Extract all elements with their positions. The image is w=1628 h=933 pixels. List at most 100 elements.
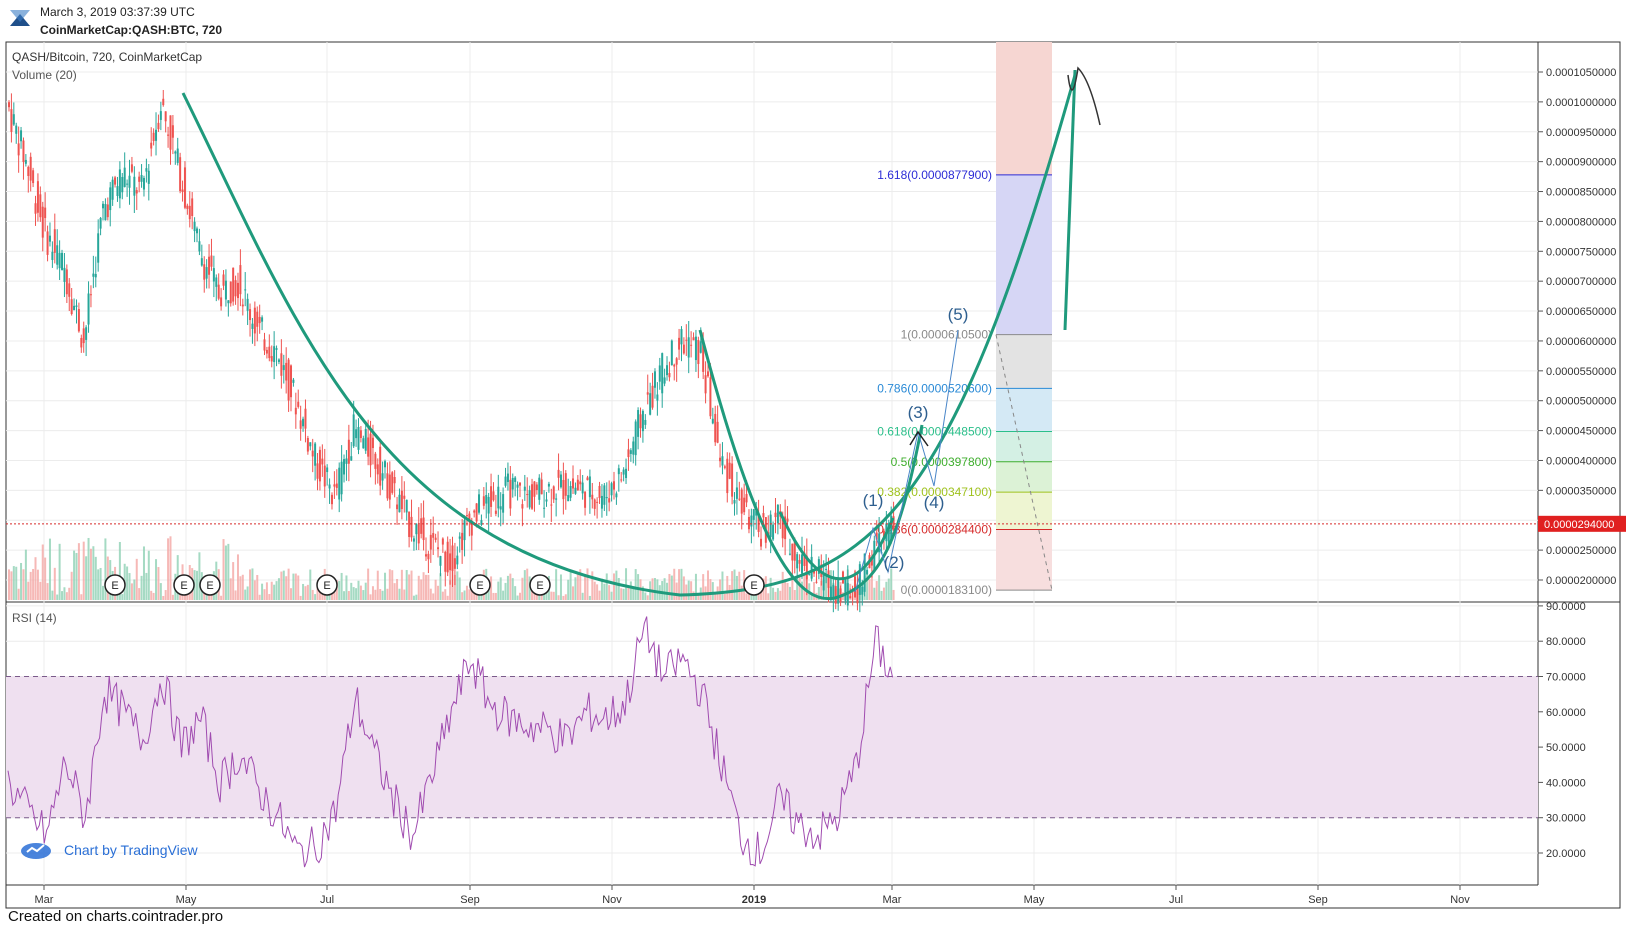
candle-body <box>335 483 338 488</box>
candle-body <box>299 420 302 429</box>
volume-bar <box>352 587 355 600</box>
volume-bar <box>646 595 649 600</box>
price-tick-label: 0.0000250000 <box>1546 545 1616 557</box>
volume-bar <box>381 590 384 600</box>
wave-label: (3) <box>908 403 929 422</box>
drawings[interactable]: (1) (2) (3) (4) (5) <box>181 66 1101 601</box>
volume-bar <box>586 568 589 600</box>
volume-bar <box>138 588 141 600</box>
volume-bar <box>116 594 119 600</box>
candle-body <box>726 458 729 494</box>
cloud-icon <box>21 843 51 859</box>
volume-bar <box>458 577 461 600</box>
candle-body <box>562 479 565 500</box>
volume-bar <box>429 588 432 600</box>
candle-body <box>762 513 765 518</box>
volume-bar <box>273 584 276 600</box>
volume-bar <box>232 562 235 600</box>
rsi-tick-label: 30.0000 <box>1546 813 1586 825</box>
volume-bar <box>126 566 129 600</box>
volume-bar <box>668 573 671 600</box>
candle-body <box>323 465 326 487</box>
candle-body <box>805 555 808 580</box>
candle-body <box>114 177 117 185</box>
candle-body <box>788 553 791 555</box>
candle-body <box>316 463 319 479</box>
candle-body <box>882 530 885 537</box>
current-price-badge <box>1538 515 1626 532</box>
candle-body <box>200 258 203 266</box>
chart-header: March 3, 2019 03:37:39 UTC CoinMarketCap… <box>0 0 1628 42</box>
candle-body <box>282 365 285 371</box>
volume-bar <box>793 590 796 600</box>
volume-bar <box>34 557 37 600</box>
volume-bar <box>526 568 529 600</box>
candle-body <box>157 122 160 130</box>
fib-level-label: 0(0.0000183100) <box>901 583 992 597</box>
candle-body <box>273 346 276 363</box>
candle-body <box>490 486 493 507</box>
volume-bar <box>350 582 353 600</box>
candle-body <box>803 552 806 566</box>
volume-bar <box>465 585 468 600</box>
fib-retracement[interactable]: 1.618(0.0000877900) 1(0.0000610500) 0.786(… <box>877 42 1053 597</box>
volume-bar <box>784 578 787 600</box>
earnings-marker-label: E <box>536 580 543 592</box>
candle-body <box>574 487 577 494</box>
volume-bar <box>509 573 512 600</box>
volume-bar <box>36 569 39 600</box>
candle-body <box>733 500 736 504</box>
volume-bar <box>20 562 23 600</box>
candle-body <box>637 410 640 437</box>
candle-body <box>145 168 148 172</box>
candle-body <box>620 479 623 481</box>
volume-bar <box>499 577 502 600</box>
volume-bar <box>277 578 280 600</box>
candle-body <box>808 573 811 575</box>
inner-curve <box>778 511 895 581</box>
candle-body <box>68 283 71 297</box>
volume-bar <box>494 592 497 600</box>
volume-bar <box>446 595 449 600</box>
candle-body <box>870 556 873 566</box>
candle-body <box>20 130 23 142</box>
candle-body <box>85 327 88 340</box>
candle-body <box>258 316 261 324</box>
candle-body <box>104 203 107 221</box>
volume-bar <box>292 573 295 600</box>
fib-level-label: 1.618(0.0000877900) <box>877 168 992 182</box>
time-tick-label: Nov <box>1450 894 1470 906</box>
volume-bar <box>663 578 666 600</box>
candle-body <box>89 294 92 296</box>
volume-bar <box>17 588 20 600</box>
candle-body <box>61 252 64 270</box>
candle-body <box>680 329 683 345</box>
volume-bar <box>275 581 278 600</box>
candle-body <box>244 289 247 291</box>
candle-body <box>653 371 656 388</box>
candle-body <box>829 586 832 599</box>
price-series <box>8 89 895 613</box>
candle-body <box>463 520 466 541</box>
volume-bar <box>258 594 261 600</box>
candle-body <box>118 169 121 199</box>
volume-bar <box>371 586 374 600</box>
rsi-label: RSI (14) <box>12 611 57 625</box>
volume-bar <box>651 578 654 600</box>
candle-body <box>82 328 85 344</box>
volume-bar <box>555 569 558 600</box>
candle-body <box>340 461 343 495</box>
tradingview-credit[interactable]: Chart by TradingView <box>18 838 218 862</box>
volume-bar <box>246 586 249 600</box>
candle-body <box>183 167 186 208</box>
volume-bar <box>244 589 247 600</box>
candle-body <box>798 559 801 564</box>
volume-bar <box>253 580 256 600</box>
volume-bar <box>224 545 227 600</box>
volume-bar <box>702 574 705 600</box>
candle-body <box>564 473 567 496</box>
candle-body <box>326 467 329 473</box>
candle-body <box>627 449 630 458</box>
